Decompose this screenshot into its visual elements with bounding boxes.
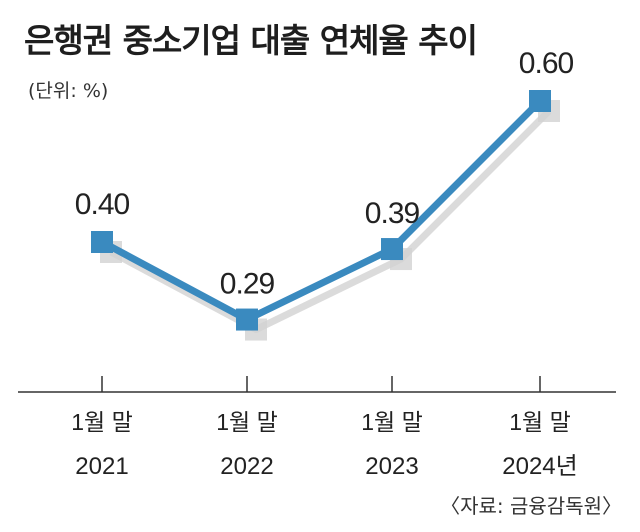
data-point-4 bbox=[529, 90, 551, 112]
data-point-2 bbox=[236, 308, 258, 331]
x-label-month-2: 1월 말 bbox=[216, 409, 278, 435]
unit-label: (단위: %) bbox=[28, 80, 109, 102]
data-label-4: 0.60 bbox=[519, 47, 574, 80]
x-label-month-1: 1월 말 bbox=[71, 409, 133, 435]
x-label-year-4: 2024년 bbox=[502, 453, 577, 480]
series-shadow-line bbox=[109, 108, 552, 334]
x-axis-ticks bbox=[101, 376, 541, 392]
data-labels: 0.40 0.29 0.39 0.60 bbox=[75, 47, 575, 301]
chart-title: 은행권 중소기업 대출 연체율 추이 bbox=[24, 21, 478, 60]
x-label-year-3: 2023 bbox=[365, 453, 418, 480]
data-markers bbox=[91, 90, 551, 331]
series-line-group bbox=[100, 98, 543, 324]
line-shadow bbox=[100, 100, 560, 341]
x-label-year-2: 2022 bbox=[220, 453, 273, 480]
x-label-month-4: 1월 말 bbox=[509, 409, 571, 435]
data-label-2: 0.29 bbox=[220, 268, 275, 301]
series-line bbox=[100, 98, 543, 324]
x-label-year-1: 2021 bbox=[75, 453, 128, 480]
data-label-3: 0.39 bbox=[365, 197, 420, 230]
x-tick-labels: 1월 말 2021 1월 말 2022 1월 말 2023 1월 말 2024년 bbox=[71, 409, 578, 480]
data-label-1: 0.40 bbox=[75, 188, 130, 221]
source-note: 〈자료: 금융감독원〉 bbox=[440, 494, 622, 518]
data-point-1 bbox=[91, 231, 113, 253]
data-point-3 bbox=[381, 238, 403, 261]
x-label-month-3: 1월 말 bbox=[361, 409, 423, 435]
